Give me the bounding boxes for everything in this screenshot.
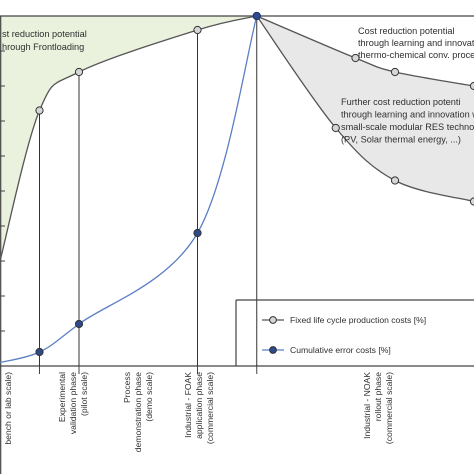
annotation-res: small-scale modular RES technolo [341, 122, 474, 132]
phase-label-line: (commercial scale) [205, 372, 215, 444]
annotation-res: through learning and innovation w [341, 110, 474, 120]
annotation-res: Further cost reduction potenti [341, 97, 461, 107]
annotation-thermochemical: through learning and innovation w [358, 38, 474, 48]
phase-label-line: Experimental [57, 372, 67, 422]
phase-label-line: application phase [194, 372, 204, 439]
data-point [74, 67, 84, 77]
phase-label: Process demonstration phase (demo scale) [122, 372, 154, 452]
data-point [469, 81, 474, 91]
data-point [193, 25, 202, 35]
phase-label: bench or lab scale) [3, 372, 13, 445]
reduction-area [256, 16, 474, 202]
phase-label-line: demonstration phase [133, 372, 143, 452]
annotation-frontloading: st reduction potential [2, 29, 87, 39]
data-point [74, 319, 84, 329]
legend-label: Fixed life cycle production costs [%] [290, 315, 426, 325]
legend-marker [269, 316, 277, 324]
phase-label-line: Process [122, 372, 132, 403]
phase-label-line: bench or lab scale) [3, 372, 13, 445]
phase-label-line: (pilot scale) [79, 372, 89, 416]
annotation-frontloading: hrough Frontloading [2, 42, 84, 52]
phase-label: Industrial - NOAK rollout phase (commercia… [362, 372, 394, 444]
legend-label: Cumulative error costs [%] [290, 345, 391, 355]
phase-label-line: Industrial - NOAK [362, 372, 372, 439]
frontloading-area [0, 16, 257, 261]
data-point [331, 123, 340, 133]
annotation-thermochemical: Cost reduction potential [358, 26, 455, 36]
phase-label: Experimental validation phase (pilot scale… [57, 372, 89, 434]
data-point [351, 53, 360, 63]
phase-label: Industrial - FOAK application phase (comme… [183, 372, 215, 444]
data-point [390, 176, 400, 185]
annotation-thermochemical: thermo-chemical conv. processes [358, 50, 474, 60]
data-point [35, 106, 44, 115]
phase-label-line: validation phase [68, 372, 78, 434]
phase-label-line: rollout phase [373, 372, 383, 421]
phase-label-line: (demo scale) [144, 372, 154, 422]
legend-marker [269, 346, 277, 354]
data-point [469, 197, 474, 206]
series-line-thermochemical [256, 15, 474, 87]
data-point [35, 347, 44, 357]
phase-label-line: (commercial scale) [384, 372, 394, 444]
series-line-res [256, 15, 474, 203]
data-point [193, 228, 202, 238]
data-point [252, 11, 261, 21]
phase-label-line: Industrial - FOAK [183, 372, 193, 438]
annotation-res: (PV, Solar thermal energy, ...) [341, 135, 461, 145]
data-point [390, 67, 400, 77]
